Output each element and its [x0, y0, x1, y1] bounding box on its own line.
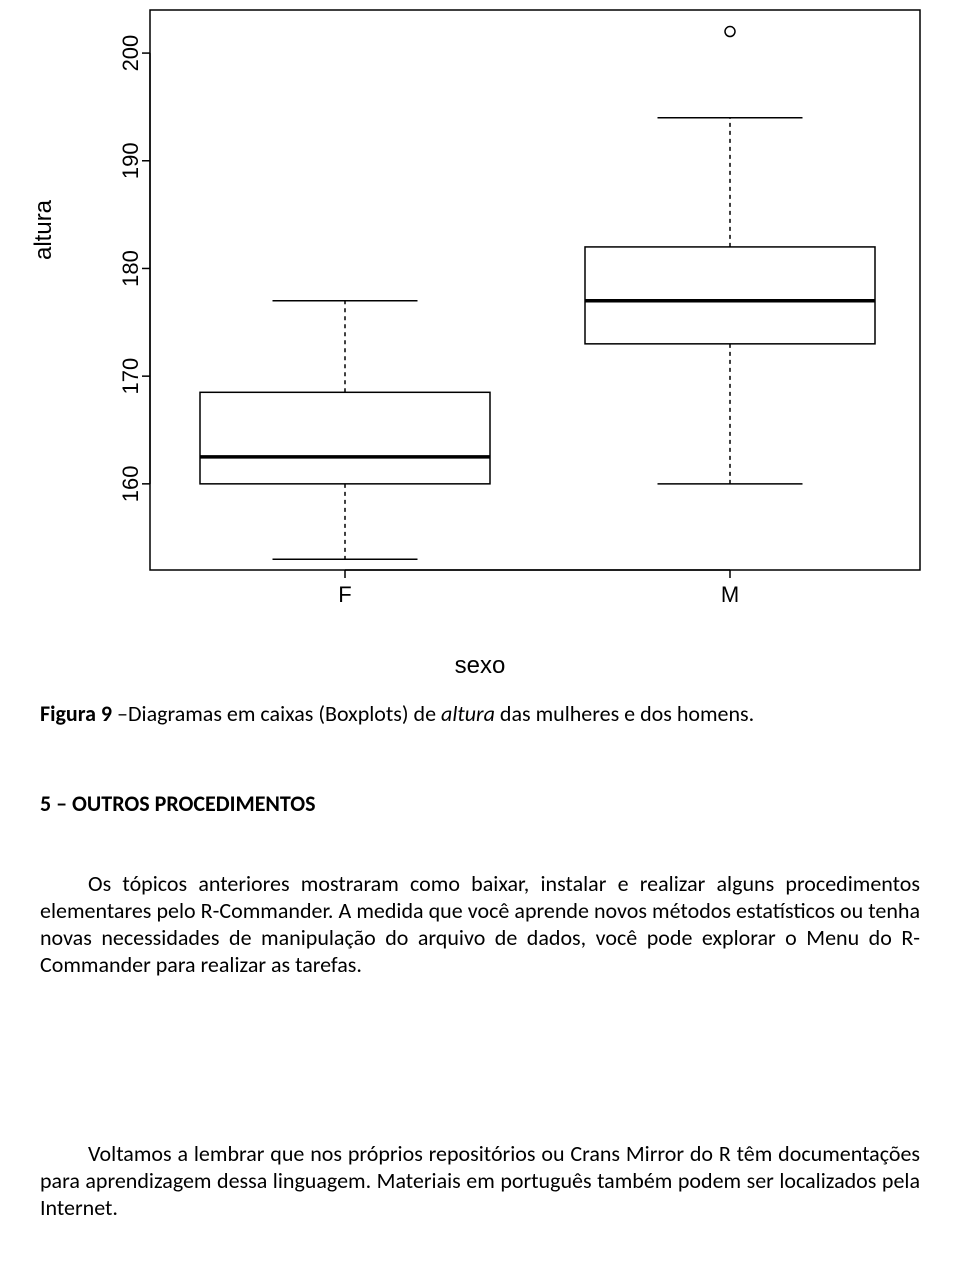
chart-svg: 160 170 180 190 200 F M: [50, 0, 930, 640]
caption-prefix: Figura 9: [40, 700, 112, 727]
paragraph-1: Os tópicos anteriores mostraram como bai…: [40, 870, 920, 978]
paragraph-2: Voltamos a lembrar que nos próprios repo…: [40, 1140, 920, 1221]
svg-text:160: 160: [118, 465, 143, 502]
caption-suffix: das mulheres e dos homens.: [495, 700, 754, 727]
page: altura 160 170 180 190 200 F M sexo Figura 9 –…: [0, 0, 960, 1271]
section-title: 5 – OUTROS PROCEDIMENTOS: [40, 790, 920, 817]
boxplot-chart: altura 160170180190200FM sexo: [30, 0, 930, 680]
svg-text:200: 200: [118, 35, 143, 72]
caption-italic: altura: [441, 700, 495, 727]
svg-text:180: 180: [118, 250, 143, 287]
x-axis-label: sexo: [30, 652, 930, 680]
svg-text:190: 190: [118, 142, 143, 179]
caption-mid: –Diagramas em caixas (Boxplots) de: [112, 700, 441, 727]
svg-text:F: F: [338, 582, 351, 607]
figure-caption: Figura 9 –Diagramas em caixas (Boxplots)…: [40, 700, 920, 727]
svg-text:M: M: [721, 582, 739, 607]
svg-text:170: 170: [118, 358, 143, 395]
